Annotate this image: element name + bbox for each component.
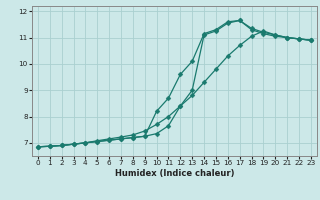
X-axis label: Humidex (Indice chaleur): Humidex (Indice chaleur)	[115, 169, 234, 178]
